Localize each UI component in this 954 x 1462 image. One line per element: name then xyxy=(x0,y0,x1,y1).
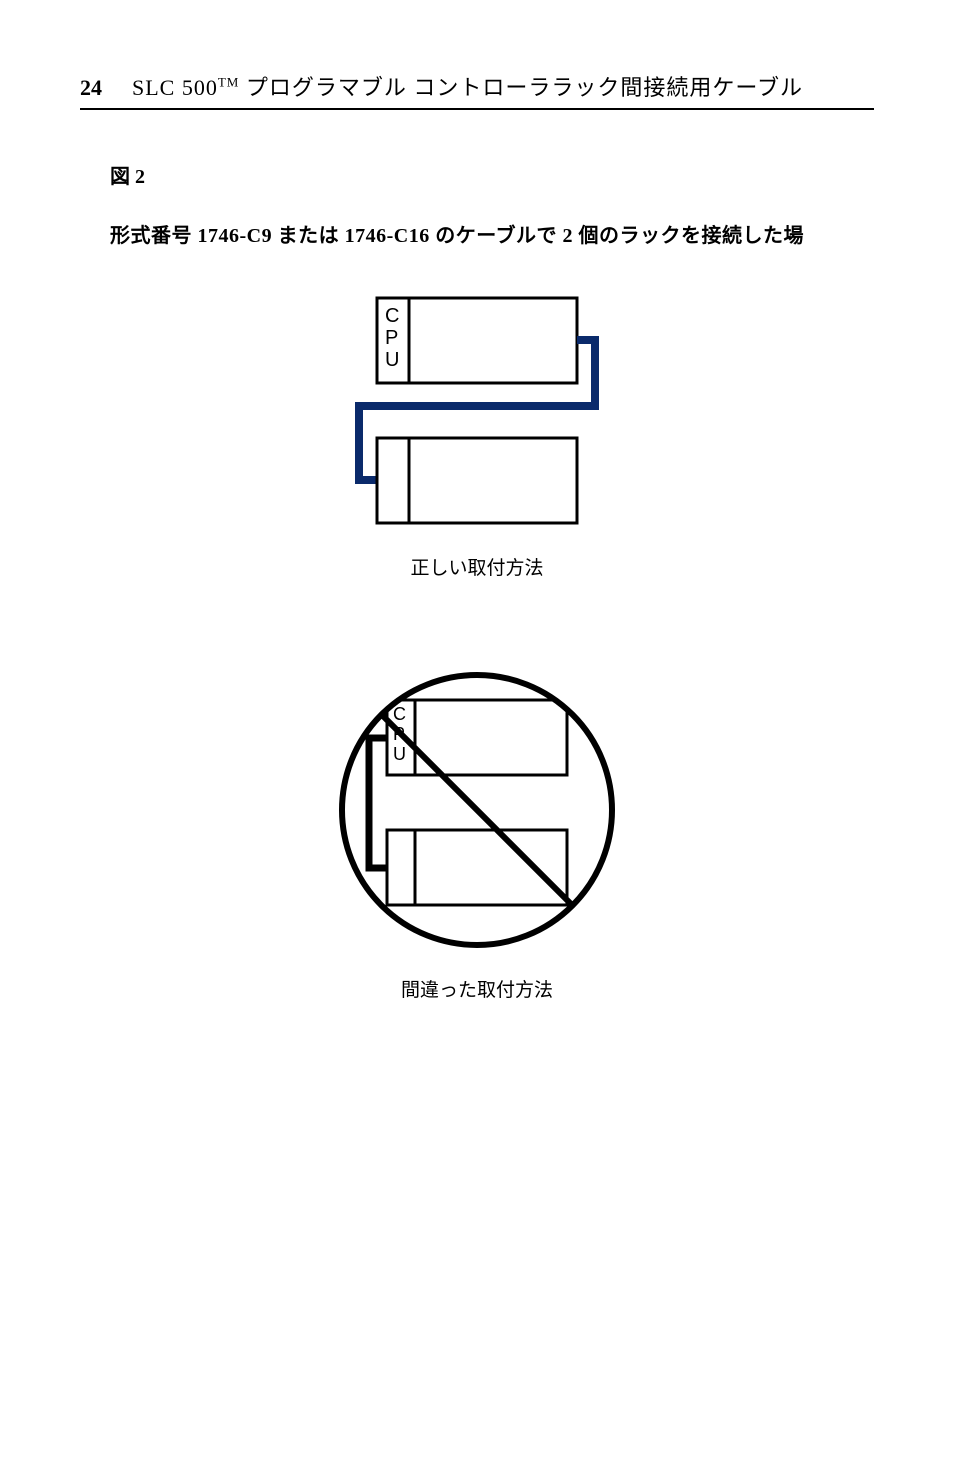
page-content: 24 SLC 500TM プログラマブル コントローララック間接続用ケーブル 図… xyxy=(0,0,954,1122)
cpu-letter-u-bad: U xyxy=(393,744,406,764)
cpu-letter-c-bad: C xyxy=(393,704,406,724)
cpu-letter-c: C xyxy=(385,305,399,327)
incorrect-caption: 間違った取付方法 xyxy=(317,975,637,1002)
bottom-rack-outline xyxy=(377,438,577,523)
page-number: 24 xyxy=(80,75,102,101)
cpu-letter-p: P xyxy=(385,327,398,349)
figure-caption: 形式番号 1746-C9 または 1746-C16 のケーブルで 2 個のラック… xyxy=(110,219,874,248)
diagrams-wrapper: C P U 正しい取付方法 xyxy=(80,288,874,1082)
figure-number-label: 図 2 xyxy=(110,160,874,189)
header-title: SLC 500TM プログラマブル コントローララック間接続用ケーブル xyxy=(132,70,803,102)
correct-install-diagram: C P U 正しい取付方法 xyxy=(317,288,637,640)
incorrect-install-diagram: C P U 間違った取付方法 xyxy=(317,660,637,1062)
correct-caption: 正しい取付方法 xyxy=(317,553,637,580)
trademark-symbol: TM xyxy=(218,75,240,90)
page-header: 24 SLC 500TM プログラマブル コントローララック間接続用ケーブル xyxy=(80,70,874,110)
prohibition-slash xyxy=(381,714,573,906)
title-prefix: SLC 500 xyxy=(132,75,218,100)
correct-diagram-svg: C P U xyxy=(317,288,637,538)
top-rack-outline xyxy=(377,298,577,383)
connection-cable-bad xyxy=(369,738,387,868)
cpu-letter-u: U xyxy=(385,349,399,371)
incorrect-diagram-svg: C P U xyxy=(317,660,637,960)
title-suffix: プログラマブル コントローララック間接続用ケーブル xyxy=(239,75,803,100)
